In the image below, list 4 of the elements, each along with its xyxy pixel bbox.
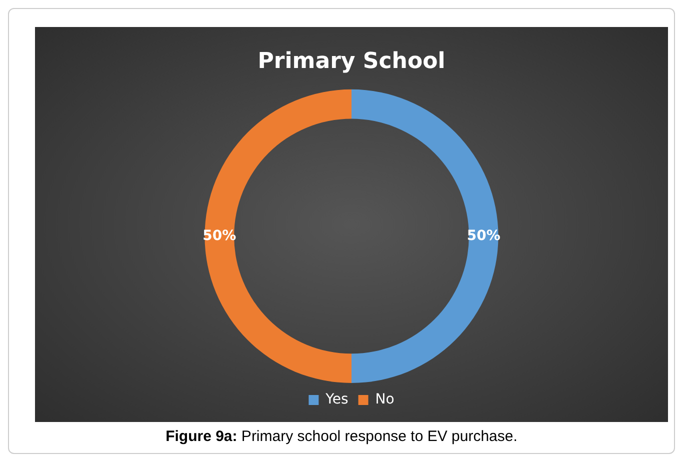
caption: Figure 9a: Primary school response to EV purchase.: [164, 428, 518, 445]
legend-label: No: [375, 392, 394, 408]
legend-label: Yes: [324, 392, 348, 408]
chart-title: Primary School: [258, 48, 446, 74]
